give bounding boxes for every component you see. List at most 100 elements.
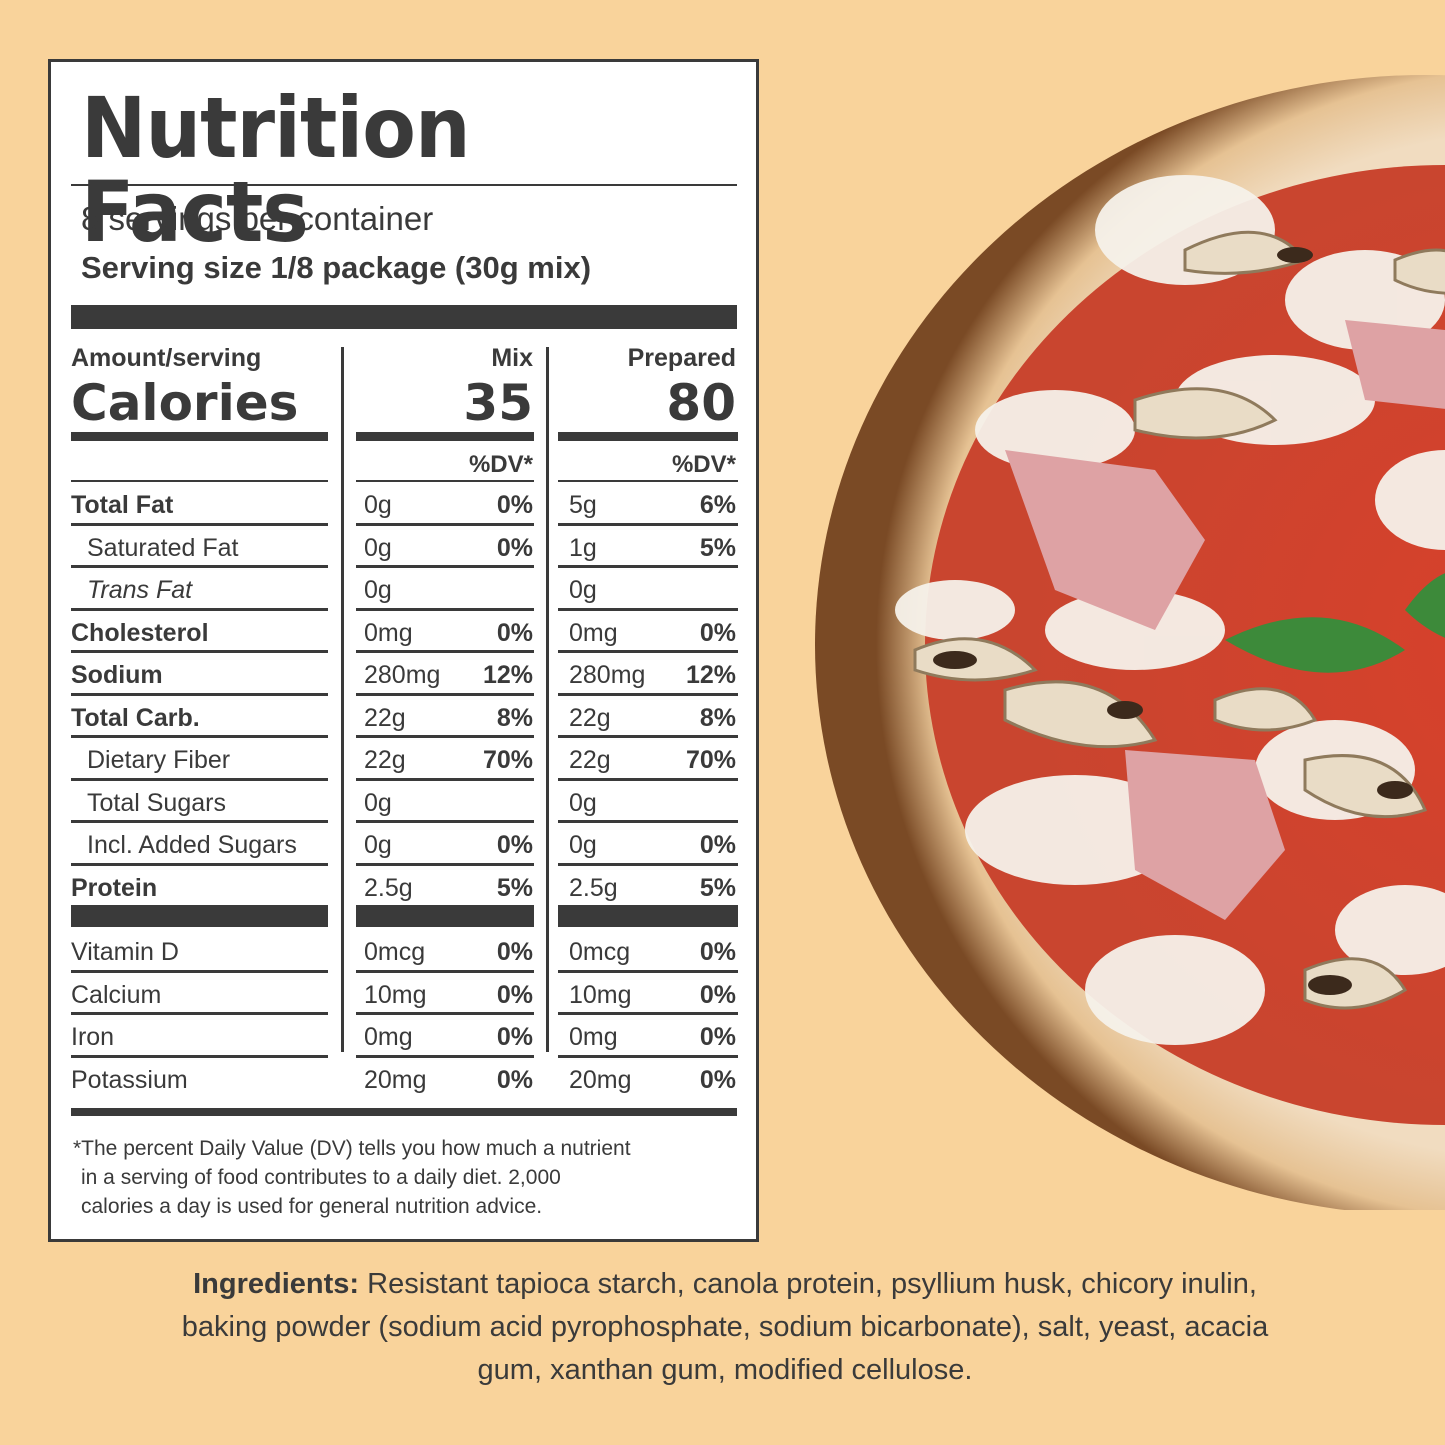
- mix-dv: 0%: [496, 491, 533, 519]
- mix-amount: 0g: [364, 491, 392, 519]
- mix-dv: 0%: [496, 618, 533, 647]
- mix-amount: 0mg: [364, 618, 413, 647]
- prepared-dv: 0%: [699, 831, 736, 859]
- row-rule: [71, 735, 328, 738]
- row-rule: [356, 565, 534, 568]
- ingredients-label: Ingredients:: [193, 1268, 360, 1300]
- row-rule: [71, 480, 328, 482]
- row-rule: [558, 905, 738, 927]
- prepared-dv: 0%: [699, 1065, 736, 1094]
- mix-amount: 0mg: [364, 1023, 413, 1051]
- row-rule: [356, 969, 534, 973]
- prepared-amount: 0mg: [569, 1023, 618, 1051]
- row-rule: [356, 607, 534, 611]
- mix-amount: 10mg: [364, 980, 427, 1009]
- mushroom-gills: [933, 247, 1413, 995]
- column-separator: [546, 347, 549, 1052]
- row-rule: [356, 862, 534, 866]
- prepared-amount: 0mcg: [569, 938, 631, 966]
- divider: [71, 184, 737, 186]
- mix-amount: 0g: [364, 533, 392, 562]
- row-rule: [71, 650, 328, 653]
- nutrition-facts-label: Nutrition Facts 8 servings per container…: [48, 59, 759, 1242]
- prepared-dv: 0%: [699, 618, 736, 647]
- prepared-dv: 0%: [699, 938, 736, 966]
- prepared-dv: 5%: [699, 873, 736, 902]
- row-rule: [558, 1012, 738, 1015]
- footnote: *The percent Daily Value (DV) tells you …: [73, 1134, 753, 1221]
- mix-amount: 0g: [364, 788, 392, 817]
- row-rule: [71, 820, 328, 823]
- row-rule: [71, 905, 328, 927]
- mix-dv: 70%: [482, 746, 533, 774]
- row-rule: [356, 692, 534, 696]
- row-rule: [71, 969, 328, 973]
- prepared-calories: 80: [666, 374, 736, 432]
- row-rule: [71, 777, 328, 781]
- mix-dv: 0%: [496, 980, 533, 1009]
- footnote-line: *The percent Daily Value (DV) tells you …: [73, 1137, 631, 1160]
- row-rule: [558, 607, 738, 611]
- mix-amount: 0g: [364, 576, 392, 604]
- prepared-dv: 5%: [699, 533, 736, 562]
- calories-rule: [558, 432, 738, 441]
- row-rule: [71, 565, 328, 568]
- prepared-dv: 0%: [699, 980, 736, 1009]
- serving-size: Serving size 1/8 package (30g mix): [81, 250, 592, 285]
- row-rule: [71, 522, 328, 526]
- row-rule: [356, 522, 534, 526]
- prepared-amount: 5g: [569, 491, 597, 519]
- mix-amount: 22g: [364, 746, 406, 774]
- calories-rule: [71, 432, 328, 441]
- row-rule: [356, 1054, 534, 1058]
- mix-dv: 5%: [496, 873, 533, 902]
- row-rule: [71, 692, 328, 696]
- basil-leaves: [1225, 573, 1445, 673]
- column-prepared-header: Prepared: [627, 344, 736, 372]
- nutrient-name: Total Sugars: [87, 788, 226, 817]
- row-rule: [356, 480, 534, 482]
- prepared-amount: 0mg: [569, 618, 618, 647]
- nutrient-name: Protein: [71, 873, 158, 902]
- row-rule: [356, 650, 534, 653]
- row-rule: [356, 735, 534, 738]
- row-rule: [558, 565, 738, 568]
- prepared-amount: 20mg: [569, 1065, 632, 1094]
- row-rule: [356, 905, 534, 927]
- row-rule: [558, 820, 738, 823]
- mix-amount: 280mg: [364, 661, 441, 689]
- nutrient-name: Total Fat: [71, 491, 174, 519]
- prepared-amount: 0g: [569, 831, 597, 859]
- nutrient-name: Potassium: [71, 1065, 188, 1094]
- mix-dv: 0%: [496, 938, 533, 966]
- row-rule: [558, 969, 738, 973]
- nutrient-name: Trans Fat: [87, 576, 193, 604]
- nutrient-name: Iron: [71, 1023, 115, 1051]
- ingredients-list: Resistant tapioca starch, canola protein…: [181, 1268, 1269, 1386]
- row-rule: [558, 862, 738, 866]
- mix-dv: 0%: [496, 1023, 533, 1051]
- prepared-amount: 22g: [569, 746, 611, 774]
- prepared-amount: 22g: [569, 703, 611, 732]
- nutrient-name: Vitamin D: [71, 938, 179, 966]
- nutrient-name: Dietary Fiber: [87, 746, 231, 774]
- prepared-dv: 6%: [699, 491, 736, 519]
- thick-divider: [71, 305, 737, 329]
- nutrient-name: Sodium: [71, 661, 163, 689]
- bottom-rule: [71, 1108, 737, 1116]
- amount-per-serving: Amount/serving: [71, 344, 262, 372]
- pizza-image: [815, 75, 1445, 1210]
- calories-rule: [356, 432, 534, 441]
- ham-slices: [1005, 320, 1445, 920]
- prepared-amount: 2.5g: [569, 873, 618, 902]
- mix-amount: 0mcg: [364, 938, 426, 966]
- row-rule: [558, 777, 738, 781]
- prepared-amount: 0g: [569, 576, 597, 604]
- row-rule: [558, 1054, 738, 1058]
- prepared-dv: 0%: [699, 1023, 736, 1051]
- row-rule: [71, 1012, 328, 1015]
- row-rule: [71, 862, 328, 866]
- column-mix-header: Mix: [491, 344, 533, 372]
- row-rule: [356, 820, 534, 823]
- nutrient-name: Incl. Added Sugars: [87, 831, 297, 859]
